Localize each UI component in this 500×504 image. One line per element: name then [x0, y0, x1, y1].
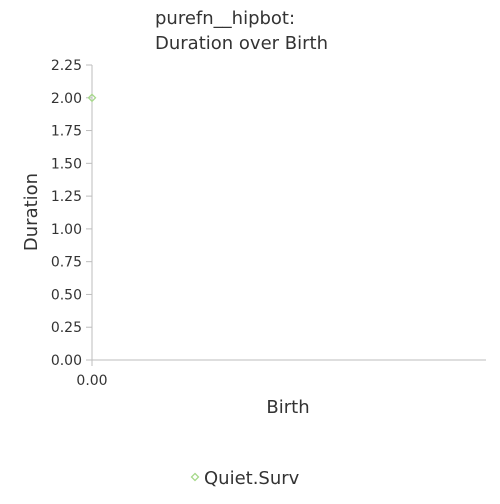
x-axis-label: Birth	[266, 397, 309, 418]
y-tick-label: 1.25	[51, 189, 82, 205]
y-tick-label: 1.00	[51, 222, 82, 238]
chart-title: purefn__hipbot:	[155, 8, 295, 29]
y-tick-label: 1.50	[51, 156, 82, 172]
legend: Quiet.Surv	[192, 468, 300, 489]
y-tick-label: 0.75	[51, 255, 82, 271]
legend-marker-icon	[192, 474, 199, 481]
x-axis: 0.00	[76, 360, 486, 389]
x-tick-label: 0.00	[76, 373, 107, 389]
y-tick-label: 0.00	[51, 353, 82, 369]
y-axis: 0.00 0.25 0.50 0.75 1.00 1.25 1.50 1.75 2.00 2.25	[51, 58, 92, 369]
y-tick-label: 2.00	[51, 91, 82, 107]
chart-subtitle: Duration over Birth	[155, 33, 328, 54]
legend-label: Quiet.Surv	[204, 468, 300, 489]
y-tick-label: 0.25	[51, 320, 82, 336]
y-tick-label: 0.50	[51, 287, 82, 303]
y-axis-label: Duration	[21, 173, 42, 251]
y-tick-label: 2.25	[51, 58, 82, 74]
y-tick-label: 1.75	[51, 124, 82, 140]
